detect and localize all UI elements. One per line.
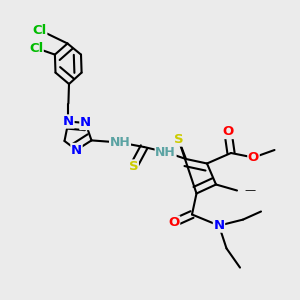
Text: O: O [222, 125, 234, 139]
Text: N: N [63, 115, 74, 128]
Text: S: S [129, 160, 138, 173]
Text: O: O [168, 216, 180, 229]
Text: NH: NH [155, 146, 176, 159]
Text: S: S [174, 133, 183, 146]
Text: —: — [244, 185, 256, 196]
Text: N: N [213, 219, 225, 232]
Text: N: N [71, 143, 82, 157]
Text: Cl: Cl [32, 23, 47, 37]
Text: N: N [80, 116, 91, 130]
Text: Cl: Cl [29, 41, 43, 55]
Text: NH: NH [110, 136, 130, 149]
Text: O: O [248, 151, 259, 164]
